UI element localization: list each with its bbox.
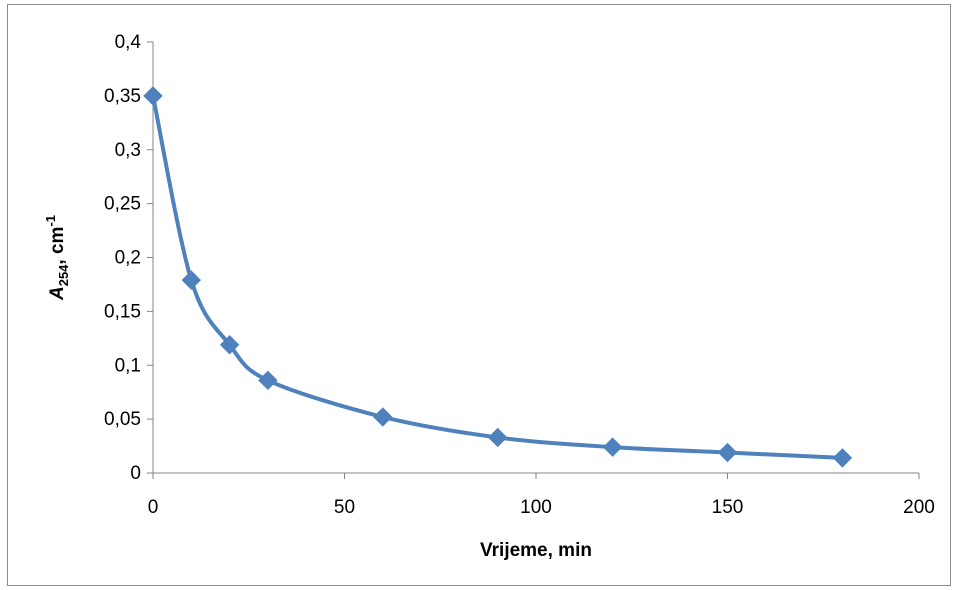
y-tick-label: 0,3 (115, 140, 141, 161)
y-tick-label: 0,15 (104, 301, 141, 322)
x-tick-label: 150 (712, 497, 744, 518)
y-axis-title-symbol: A (47, 286, 68, 301)
y-tick-label: 0,05 (104, 409, 141, 430)
axes (152, 42, 919, 474)
data-point-marker (832, 448, 853, 468)
y-axis-title-superscript: -1 (43, 215, 58, 227)
x-axis-title: Vrijeme, min (480, 540, 592, 561)
data-point-marker (219, 335, 240, 355)
y-axis-title-unit: , cm (47, 227, 68, 265)
data-point-marker (143, 86, 163, 106)
y-tick-label: 0,4 (115, 32, 142, 53)
x-tick-label: 50 (334, 497, 355, 518)
series-line (151, 93, 845, 460)
x-tick-label: 100 (520, 497, 552, 518)
ticks (147, 41, 920, 479)
data-point-marker (602, 437, 623, 457)
y-axis-title-subscript: 254 (56, 264, 71, 286)
data-point-marker (258, 370, 278, 391)
tick-labels: 0 0,05 0,1 0,15 0,2 0,25 0,3 0,35 0,4 0 50 100 150 20… (104, 32, 935, 518)
y-tick-label: 0 (130, 463, 141, 484)
data-point-marker (487, 427, 508, 448)
data-point-marker (181, 270, 202, 290)
y-tick-label: 0,2 (115, 248, 141, 269)
y-tick-label: 0,1 (115, 355, 141, 376)
y-axis-title: A254, cm-1 (43, 215, 71, 301)
y-tick-label: 0,25 (104, 194, 141, 215)
data-point-marker (717, 442, 738, 463)
series-group (143, 86, 853, 468)
x-tick-label: 200 (903, 497, 935, 518)
chart-frame (7, 4, 951, 586)
data-point-marker (373, 407, 393, 427)
x-tick-label: 0 (148, 497, 159, 518)
y-tick-label: 0,35 (104, 86, 141, 107)
